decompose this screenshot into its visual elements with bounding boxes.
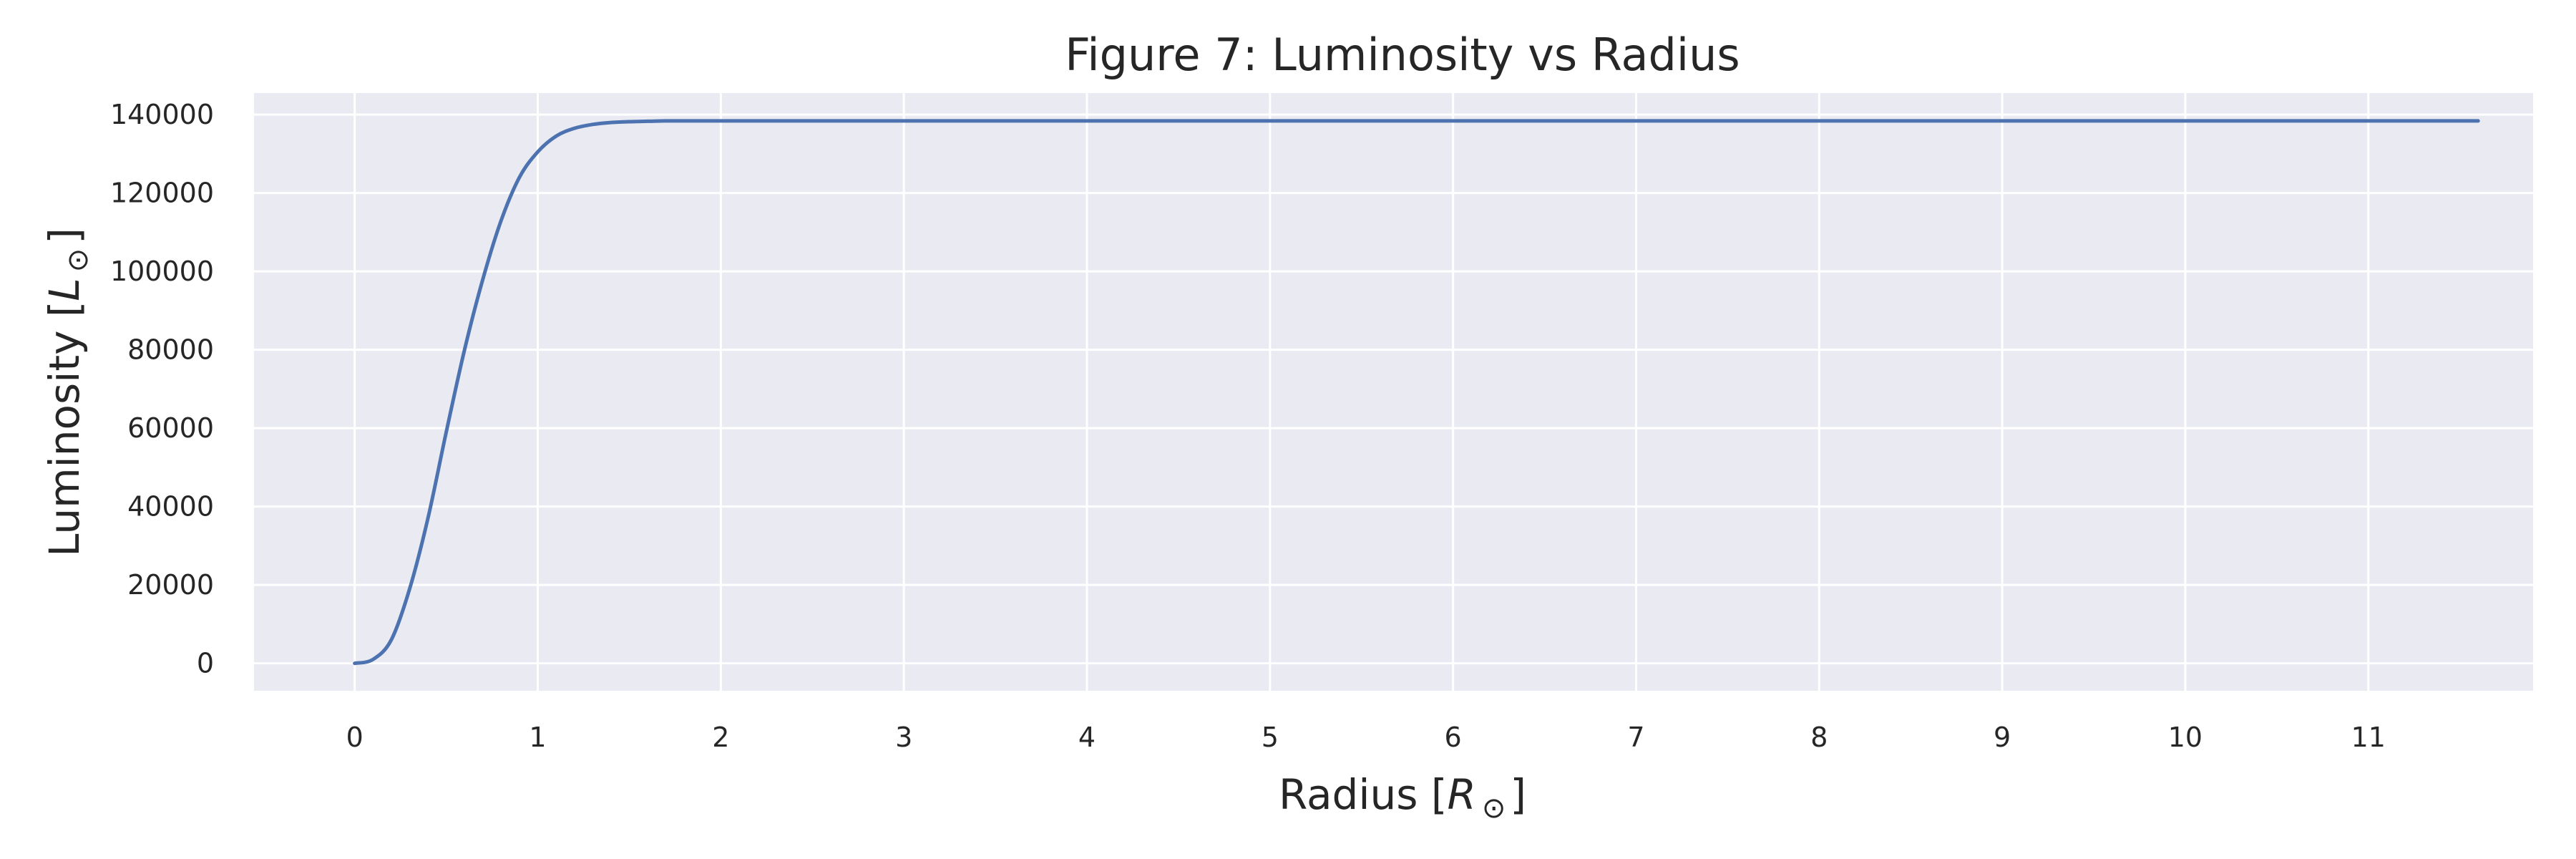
- x-tick-label: 2: [712, 722, 729, 753]
- x-tick-label: 6: [1445, 722, 1462, 753]
- y-axis-title: Luminosity [L⊙]: [40, 228, 94, 557]
- plot-background: [254, 93, 2533, 691]
- y-tick-label: 80000: [127, 334, 214, 366]
- x-tick-label: 8: [1810, 722, 1828, 753]
- x-tick-label: 7: [1627, 722, 1644, 753]
- y-tick-label: 100000: [110, 256, 214, 287]
- y-tick-label: 40000: [127, 491, 214, 523]
- x-tick-label: 1: [529, 722, 546, 753]
- x-tick-label: 0: [346, 722, 364, 753]
- series-lines: [353, 119, 2480, 666]
- y-tick-label: 0: [197, 648, 214, 679]
- y-tick-label: 60000: [127, 412, 214, 444]
- x-tick-label: 11: [2351, 722, 2386, 753]
- x-tick-label: 9: [1994, 722, 2011, 753]
- grid-lines: [254, 93, 2533, 691]
- x-tick-labels: 0 1 2 3 4 5 6 7 8 9 10 11: [346, 722, 2386, 753]
- x-tick-label: 10: [2168, 722, 2202, 753]
- luminosity-line: [353, 119, 2480, 666]
- y-tick-label: 140000: [110, 99, 214, 130]
- chart-title: Figure 7: Luminosity vs Radius: [1065, 29, 1740, 81]
- y-tick-labels: 0 20000 40000 60000 80000 100000 120000 140000: [110, 99, 214, 679]
- x-tick-label: 3: [895, 722, 912, 753]
- x-tick-label: 4: [1078, 722, 1096, 753]
- y-tick-label: 120000: [110, 178, 214, 209]
- x-tick-label: 5: [1262, 722, 1279, 753]
- y-tick-label: 20000: [127, 569, 214, 601]
- x-axis-title: Radius [R ⊙]: [1279, 770, 1526, 825]
